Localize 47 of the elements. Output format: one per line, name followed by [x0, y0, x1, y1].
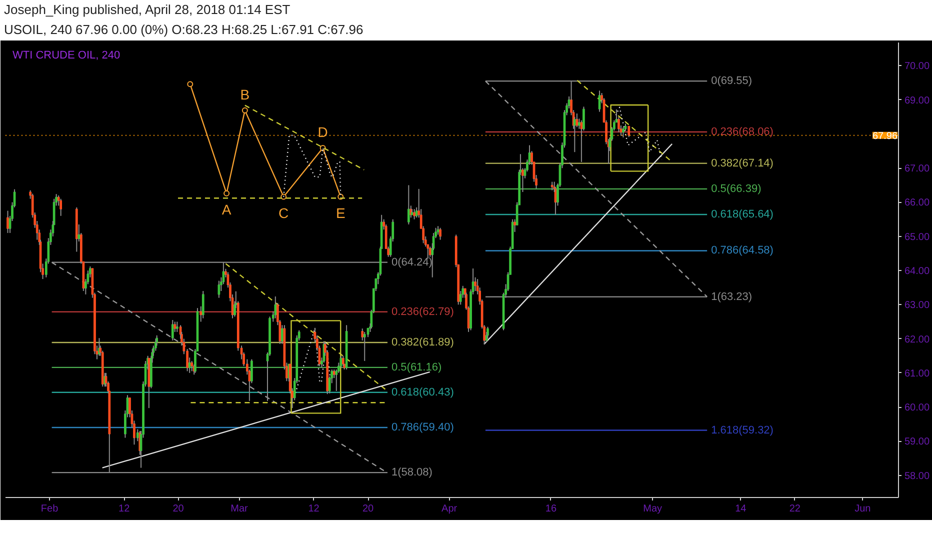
- text: USOIL, 240 67.96 0.00 (0%) O:68.23 H:68.25 L:67.91 C:67.96: [4, 21, 364, 39]
- series-label: 1.618(59.32): [711, 424, 774, 436]
- x-tick-label: 12: [118, 504, 130, 514]
- y-tick-label: 66.00: [904, 198, 930, 209]
- x-tick-label: Feb: [40, 504, 59, 514]
- series-label: 1(63.23): [711, 290, 752, 303]
- y-tick-label: 69.00: [904, 95, 930, 106]
- series-label: 0.236(68.06): [711, 126, 774, 138]
- y-tick-label: 70.00: [904, 61, 930, 72]
- y-tick-label: 65.00: [904, 232, 930, 243]
- y-tick-label: 58.00: [904, 470, 930, 482]
- x-tick-label: May: [643, 504, 662, 514]
- x-tick-label: Jun: [854, 504, 871, 514]
- text: WTI CRUDE OIL, 240: [12, 50, 120, 62]
- text: Joseph_King published, April 28, 2018 01:14 EST: [4, 1, 290, 19]
- x-tick-label: Apr: [442, 504, 458, 514]
- y-tick-label: 60.00: [904, 402, 930, 414]
- x-tick-label: 12: [308, 504, 320, 514]
- x-tick-label: 16: [545, 504, 557, 514]
- x-tick-label: 20: [172, 504, 184, 514]
- y-tick-label: 62.00: [904, 334, 930, 346]
- annotation: B: [240, 86, 250, 102]
- annotation: E: [336, 204, 346, 221]
- x-tick-label: 20: [362, 504, 374, 514]
- series-label: 0.382(67.14): [711, 157, 774, 170]
- series-label: 0.236(62.79): [391, 306, 454, 318]
- series-label: 1(58.08): [391, 466, 432, 479]
- x-tick-label: 22: [789, 504, 801, 514]
- series-label: 0.5(66.39): [711, 182, 762, 195]
- y-tick-label: 67.00: [904, 164, 930, 175]
- series-label: 0.618(60.43): [391, 386, 454, 398]
- y-tick-label: 59.00: [904, 436, 930, 448]
- series-label: 0.382(61.89): [391, 336, 454, 349]
- y-tick-label: 64.00: [904, 266, 930, 278]
- series-label: 0.618(65.64): [711, 208, 774, 221]
- series-label: 0.5(61.16): [391, 361, 442, 374]
- x-tick-label: 14: [735, 504, 747, 514]
- series-label: 0.786(59.40): [391, 422, 454, 434]
- annotation: A: [222, 201, 232, 218]
- annotation: C: [278, 204, 289, 221]
- annotation: D: [318, 124, 328, 140]
- y-tick-label: 63.00: [904, 300, 930, 312]
- x-tick-label: Mar: [230, 504, 249, 514]
- series-label: 0.786(64.58): [711, 244, 774, 257]
- series-label: 0(69.55): [711, 75, 752, 88]
- y-tick-label: 61.00: [904, 368, 930, 380]
- series-label: 0(64.24): [391, 256, 432, 268]
